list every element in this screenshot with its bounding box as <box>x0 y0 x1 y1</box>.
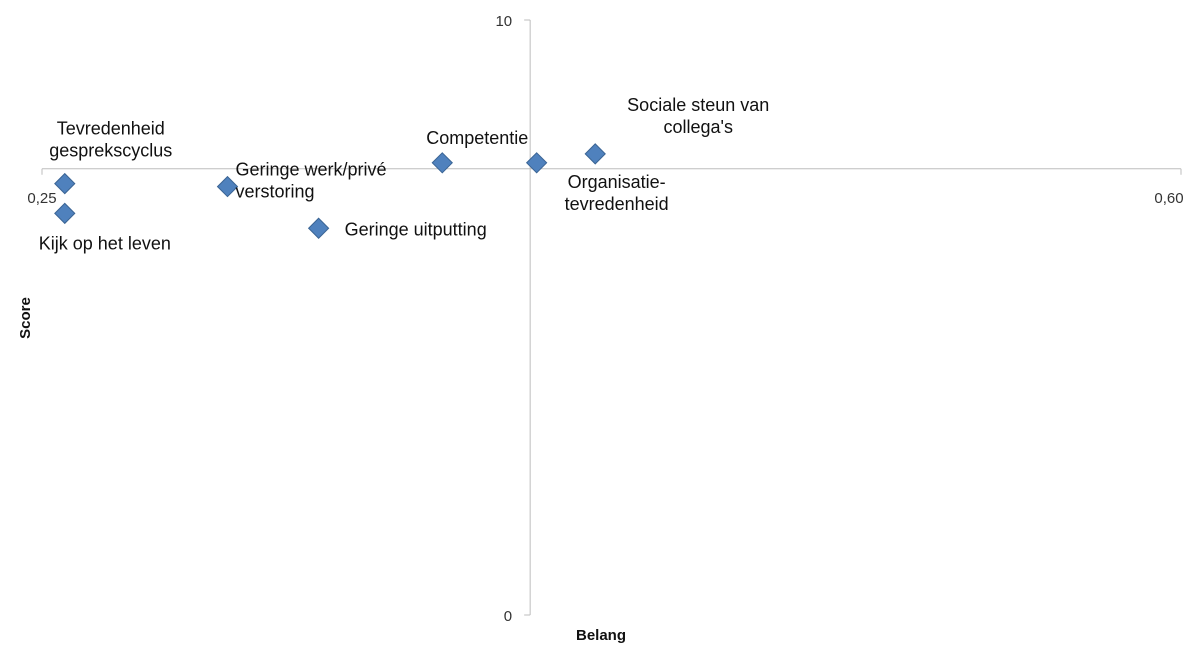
data-point-label-line: verstoring <box>235 182 314 202</box>
data-point-label-line: Kijk op het leven <box>39 233 171 253</box>
data-point-marker <box>584 143 606 165</box>
data-point-label: Geringe werk/privé verstoring <box>235 160 386 202</box>
y-axis-title: Score <box>17 297 34 339</box>
data-point-label-line: gesprekscyclus <box>49 141 172 161</box>
data-point-marker <box>54 172 76 195</box>
x-tick-label-min: 0,25 <box>27 190 56 207</box>
data-point-label-line: Sociale steun van <box>627 95 769 115</box>
x-tick-label-max: 0,60 <box>1154 190 1183 207</box>
data-point-label: Kijk op het leven <box>39 233 171 253</box>
data-point-marker <box>431 152 453 174</box>
y-tick-label-max: 10 <box>495 13 512 30</box>
point-labels: Tevredenheid gesprekscyclus Kijk op het le… <box>39 95 769 254</box>
data-point-marker <box>216 175 239 198</box>
data-point-label: Tevredenheid gesprekscyclus <box>49 119 172 161</box>
data-point-label-line: Competentie <box>426 128 528 148</box>
data-point-label-line: Geringe uitputting <box>345 219 487 239</box>
data-point-label: Sociale steun van collega's <box>627 95 769 137</box>
data-points <box>54 143 606 239</box>
data-point-label-line: Tevredenheid <box>57 119 165 139</box>
x-axis-title: Belang <box>576 627 626 644</box>
data-point-label-line: tevredenheid <box>565 194 669 214</box>
data-point-label-line: Geringe werk/privé <box>235 160 386 180</box>
data-point-label: Competentie <box>426 128 528 148</box>
y-tick-label-min: 0 <box>504 608 512 625</box>
data-point-label-line: Organisatie- <box>568 172 666 192</box>
data-point-label: Geringe uitputting <box>345 219 487 239</box>
data-point-label-line: collega's <box>663 117 732 137</box>
data-point-marker <box>307 217 330 239</box>
data-point-marker <box>525 152 548 174</box>
data-point-marker <box>54 202 76 225</box>
data-point-label: Organisatie-tevredenheid <box>565 172 669 214</box>
axes: 10 0 0,25 0,60 <box>27 13 1183 625</box>
